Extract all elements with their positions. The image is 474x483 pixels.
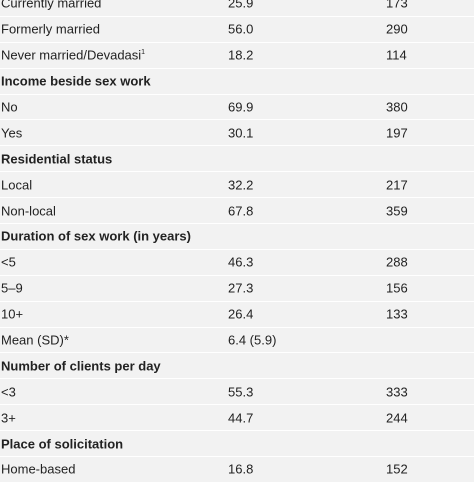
table-row: <3 55.3 333 bbox=[0, 379, 474, 406]
table-row: Non-local 67.8 359 bbox=[0, 198, 474, 225]
percent-cell: 69.9 bbox=[228, 99, 254, 115]
table-row: 3+ 44.7 244 bbox=[0, 405, 474, 432]
row-label-text: Mean (SD)* bbox=[1, 332, 69, 348]
section-title: Duration of sex work (in years) bbox=[1, 229, 191, 244]
row-label: Never married/Devadasi1 bbox=[1, 48, 145, 63]
percent-cell: 56.0 bbox=[228, 21, 254, 37]
row-label: Formerly married bbox=[1, 22, 100, 37]
percent-cell: 32.2 bbox=[228, 177, 254, 193]
percent-cell: 6.4 (5.9) bbox=[228, 332, 277, 348]
percent-cell: 26.4 bbox=[228, 306, 254, 322]
row-label: <3 bbox=[1, 384, 16, 399]
row-label: Non-local bbox=[1, 203, 56, 218]
row-label-text: Formerly married bbox=[1, 21, 100, 37]
row-label-text: Residential status bbox=[1, 151, 113, 167]
section-header-row: Duration of sex work (in years) bbox=[0, 224, 474, 250]
footnote-marker: 1 bbox=[141, 49, 146, 57]
row-label-text: Currently married bbox=[1, 0, 102, 11]
row-label-text: Duration of sex work (in years) bbox=[1, 228, 191, 244]
row-label-text: Place of solicitation bbox=[1, 436, 124, 452]
count-cell: 197 bbox=[386, 125, 408, 141]
table-row: <5 46.3 288 bbox=[0, 249, 474, 276]
row-label: <5 bbox=[1, 255, 16, 270]
row-label: Home-based bbox=[1, 462, 75, 477]
count-cell: 156 bbox=[386, 280, 408, 296]
table-row: Formerly married 56.0 290 bbox=[0, 16, 474, 43]
count-cell: 114 bbox=[386, 47, 407, 63]
count-cell: 290 bbox=[386, 21, 408, 37]
row-label: 5–9 bbox=[1, 281, 23, 296]
count-cell: 359 bbox=[386, 203, 408, 219]
percent-cell: 44.7 bbox=[228, 410, 254, 426]
section-title: Number of clients per day bbox=[1, 358, 161, 373]
percent-cell: 25.9 bbox=[228, 0, 254, 11]
percent-cell: 27.3 bbox=[228, 280, 254, 296]
table-row: Yes 30.1 197 bbox=[0, 120, 474, 147]
table-row: 5–9 27.3 156 bbox=[0, 275, 474, 302]
table-row: No 69.9 380 bbox=[0, 94, 474, 121]
row-label: Mean (SD)* bbox=[1, 333, 69, 348]
table-row: Home-based 16.8 152 bbox=[0, 457, 474, 483]
table-row: Currently married 25.9 173 bbox=[0, 0, 474, 17]
row-label-text: No bbox=[1, 99, 18, 115]
percent-cell: 30.1 bbox=[228, 125, 254, 141]
row-label-text: 10+ bbox=[1, 306, 24, 322]
section-header-row: Number of clients per day bbox=[0, 353, 474, 380]
row-label: Yes bbox=[1, 125, 22, 140]
percent-cell: 16.8 bbox=[228, 461, 254, 477]
count-cell: 152 bbox=[386, 461, 408, 477]
row-label: 3+ bbox=[1, 410, 16, 425]
count-cell: 133 bbox=[386, 306, 408, 322]
percent-cell: 46.3 bbox=[228, 254, 254, 270]
row-label: No bbox=[1, 100, 18, 115]
table-row: Never married/Devadasi1 18.2 114 bbox=[0, 42, 474, 69]
count-cell: 288 bbox=[386, 254, 408, 270]
table-row: Mean (SD)* 6.4 (5.9) bbox=[0, 327, 474, 354]
count-cell: 333 bbox=[386, 384, 408, 400]
row-label-text: Non-local bbox=[1, 203, 56, 219]
row-label: 10+ bbox=[1, 307, 23, 322]
table-row: 10+ 26.4 133 bbox=[0, 301, 474, 328]
row-label-text: Income beside sex work bbox=[1, 73, 151, 89]
row-label-text: Local bbox=[1, 177, 33, 193]
count-cell: 380 bbox=[386, 99, 408, 115]
section-title: Residential status bbox=[1, 151, 112, 166]
row-label-text: Home-based bbox=[1, 461, 76, 477]
section-title: Place of solicitation bbox=[1, 436, 123, 451]
count-cell: 244 bbox=[386, 410, 408, 426]
count-cell: 173 bbox=[386, 0, 408, 11]
section-title: Income beside sex work bbox=[1, 74, 151, 89]
percent-cell: 55.3 bbox=[228, 384, 254, 400]
row-label-text: Yes bbox=[1, 125, 23, 141]
table-row: Local 32.2 217 bbox=[0, 172, 474, 199]
row-label-text: <3 bbox=[1, 384, 16, 400]
percent-cell: 67.8 bbox=[228, 203, 254, 219]
row-label-text: Number of clients per day bbox=[1, 358, 161, 374]
percent-cell: 18.2 bbox=[228, 47, 254, 63]
row-label-text: <5 bbox=[1, 254, 16, 270]
section-header-row: Place of solicitation bbox=[0, 431, 474, 458]
section-header-row: Income beside sex work bbox=[0, 68, 474, 95]
row-label-text: 5–9 bbox=[1, 280, 23, 296]
section-header-row: Residential status bbox=[0, 146, 474, 173]
row-label: Local bbox=[1, 177, 32, 192]
row-label: Currently married bbox=[1, 0, 101, 11]
count-cell: 217 bbox=[386, 177, 408, 193]
row-label-text: Never married/Devadasi bbox=[1, 47, 142, 63]
row-label-text: 3+ bbox=[1, 410, 16, 426]
